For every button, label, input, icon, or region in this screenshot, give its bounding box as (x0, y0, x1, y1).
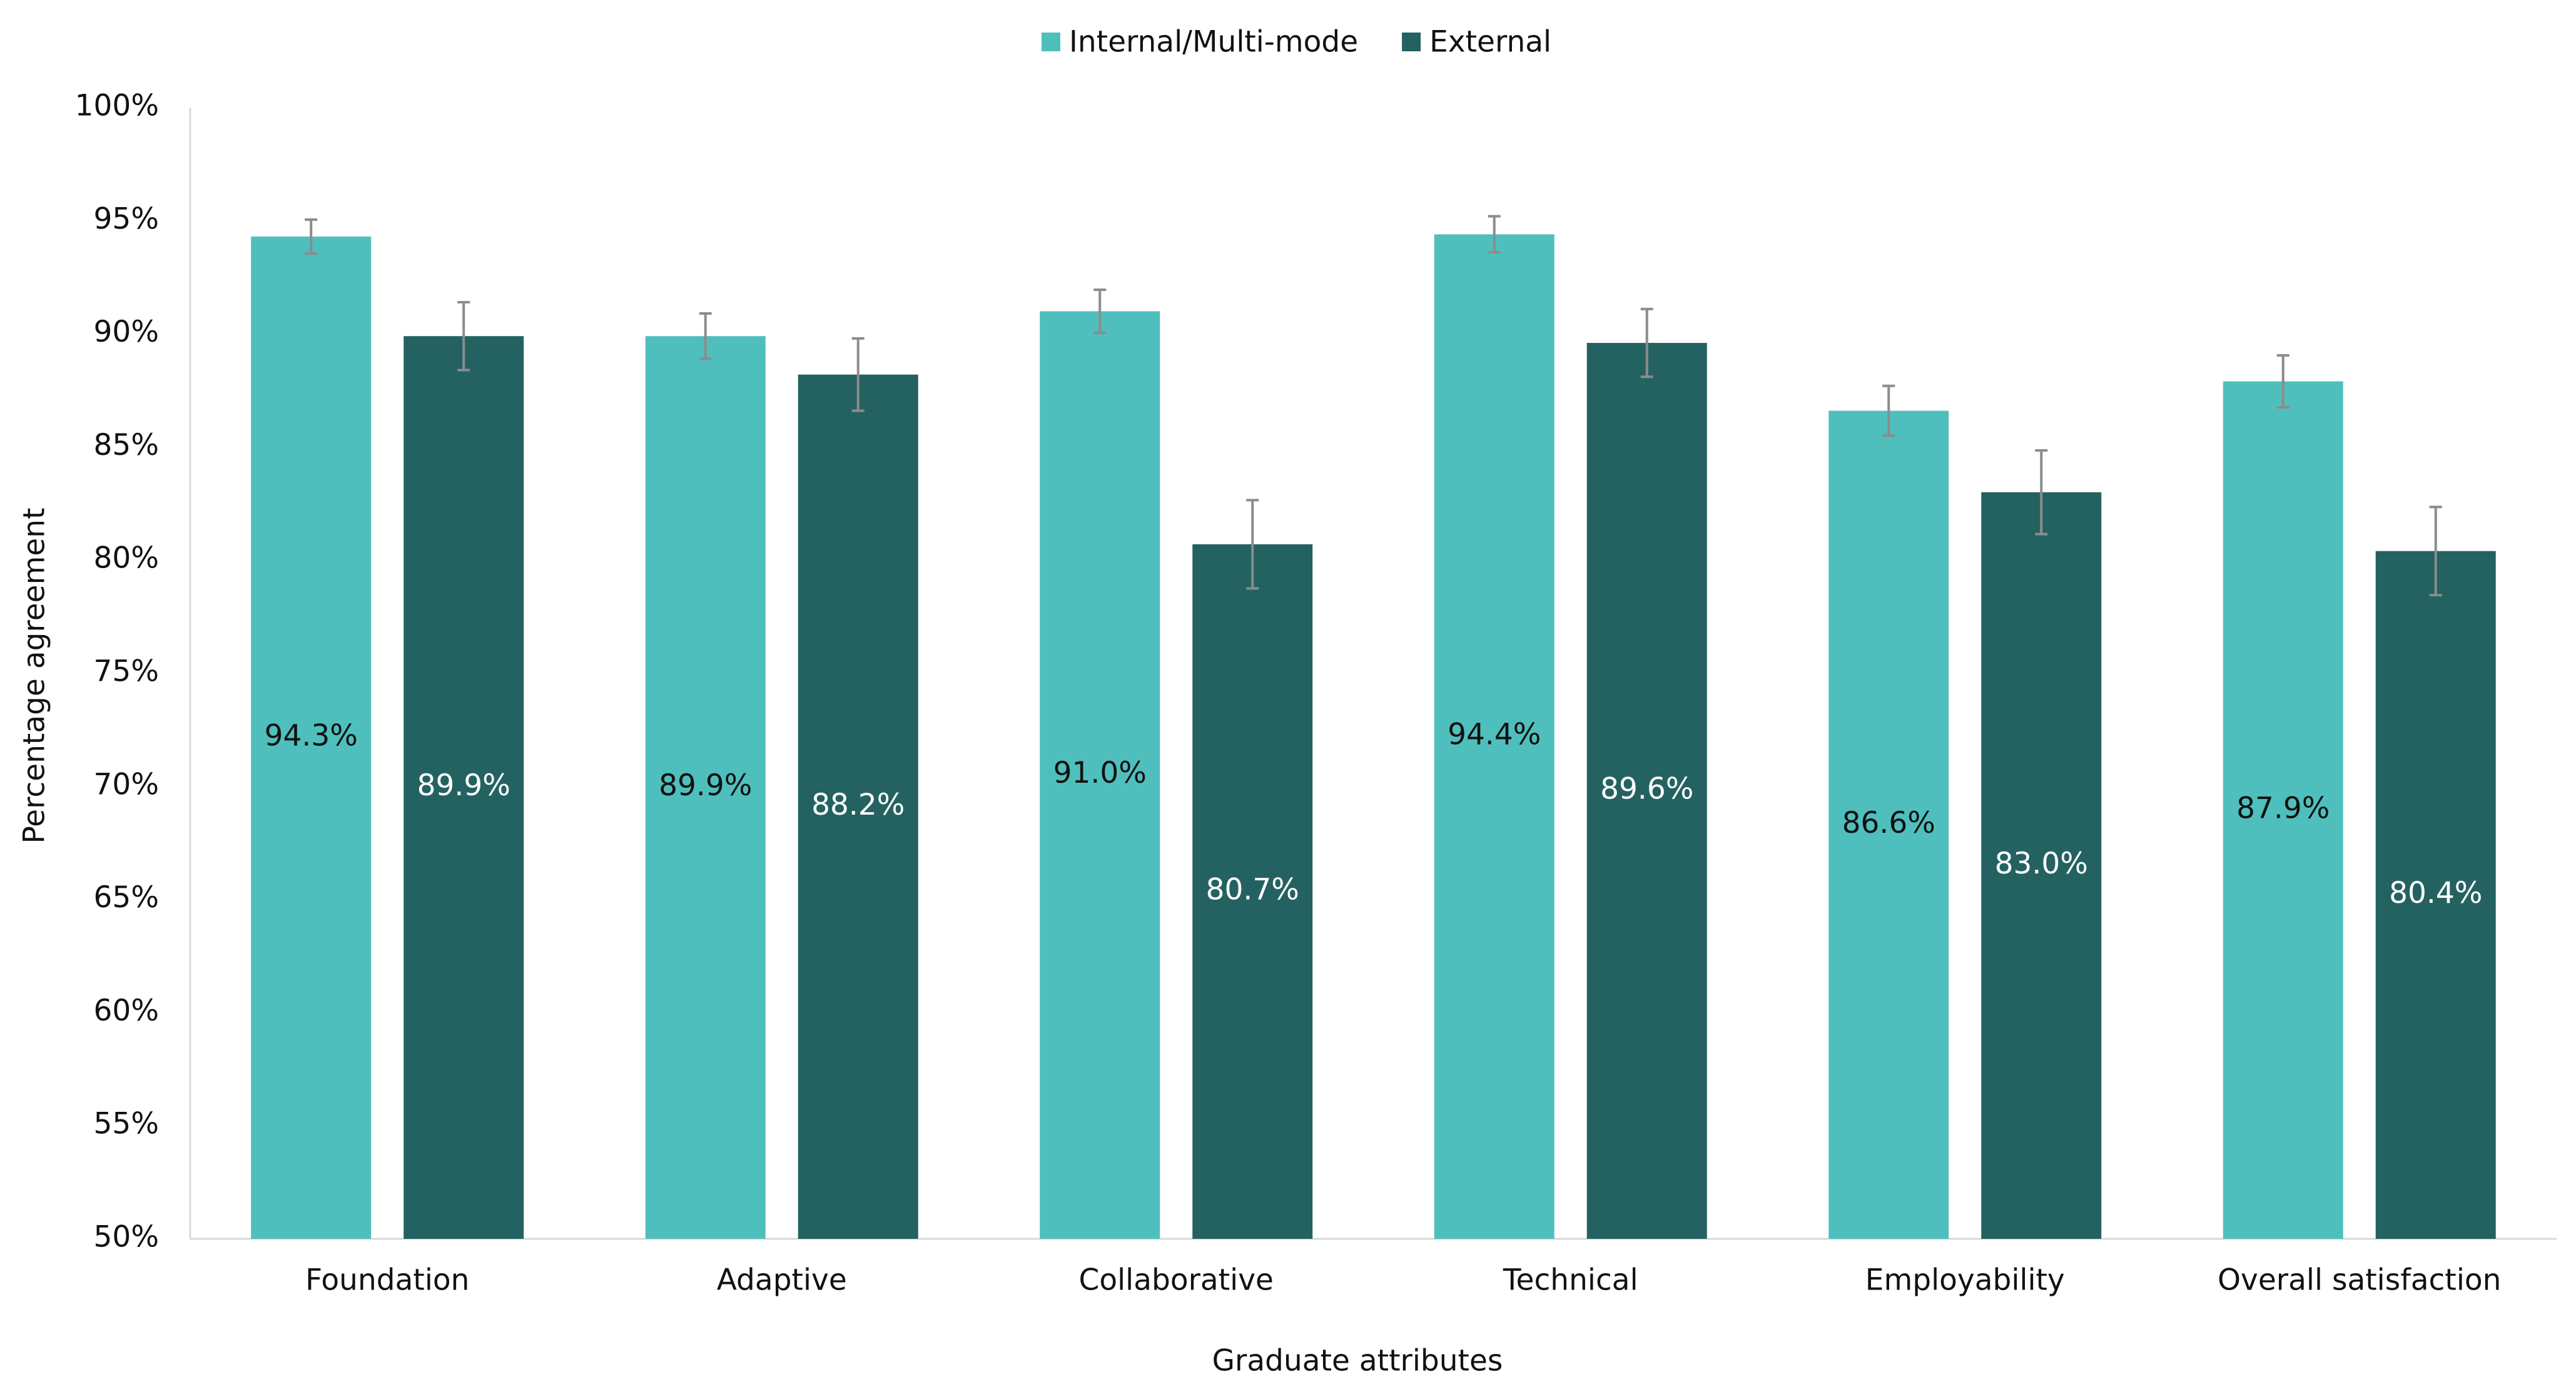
error-bar (851, 337, 865, 412)
x-axis-title: Graduate attributes (1212, 1344, 1503, 1378)
value-label: 83.0% (1995, 847, 2088, 881)
legend-swatch (1402, 33, 1421, 51)
x-tick-label: Overall satisfaction (2218, 1263, 2501, 1298)
error-bar (2035, 449, 2048, 536)
y-axis-title: Percentage agreement (18, 507, 52, 843)
value-label: 86.6% (1842, 806, 1935, 840)
bar (645, 336, 766, 1239)
value-label: 87.9% (2236, 791, 2330, 825)
y-tick-label: 65% (94, 880, 159, 915)
y-tick-label: 85% (94, 428, 159, 462)
error-bar (305, 218, 318, 255)
error-bar (2429, 506, 2442, 597)
x-tick-label: Employability (1865, 1263, 2065, 1298)
bar (1828, 410, 1949, 1239)
y-tick-label: 100% (75, 89, 159, 123)
error-bar (699, 312, 712, 360)
bar (403, 336, 524, 1239)
x-tick-label: Adaptive (717, 1263, 847, 1298)
y-tick-label: 50% (94, 1220, 159, 1254)
y-tick-label: 55% (94, 1107, 159, 1141)
value-label: 80.4% (2389, 876, 2482, 910)
x-tick-label: Foundation (305, 1263, 469, 1298)
value-label: 89.9% (659, 768, 752, 803)
y-tick-label: 95% (94, 201, 159, 236)
bar (2223, 381, 2343, 1239)
error-bar (2276, 354, 2289, 409)
error-bar (1882, 384, 1895, 437)
value-label: 94.4% (1448, 718, 1541, 752)
error-bar (457, 300, 470, 372)
value-label: 94.3% (265, 719, 358, 753)
bar (1040, 311, 1160, 1239)
legend-label: Internal/Multi-mode (1069, 25, 1358, 59)
error-bar (1093, 288, 1107, 334)
bar (798, 374, 918, 1239)
bar (251, 237, 372, 1239)
value-label: 91.0% (1053, 756, 1147, 790)
bar (2375, 551, 2496, 1239)
value-label: 80.7% (1206, 872, 1299, 907)
y-tick-label: 90% (94, 315, 159, 349)
y-tick-label: 70% (94, 767, 159, 801)
x-tick-label: Technical (1503, 1263, 1638, 1298)
legend-swatch (1042, 33, 1060, 51)
x-tick-label: Collaborative (1079, 1263, 1274, 1298)
y-tick-label: 75% (94, 654, 159, 689)
error-bar (1488, 215, 1501, 254)
bar (1434, 234, 1554, 1239)
bar (1586, 343, 1707, 1239)
error-bar (1246, 499, 1259, 590)
bar (1981, 492, 2102, 1239)
error-bar (1640, 307, 1653, 379)
bar (1192, 544, 1313, 1239)
value-label: 88.2% (811, 788, 905, 822)
legend-label: External (1429, 25, 1551, 59)
value-label: 89.9% (417, 768, 510, 803)
y-tick-label: 80% (94, 541, 159, 576)
value-label: 89.6% (1600, 772, 1693, 807)
y-tick-label: 60% (94, 994, 159, 1028)
